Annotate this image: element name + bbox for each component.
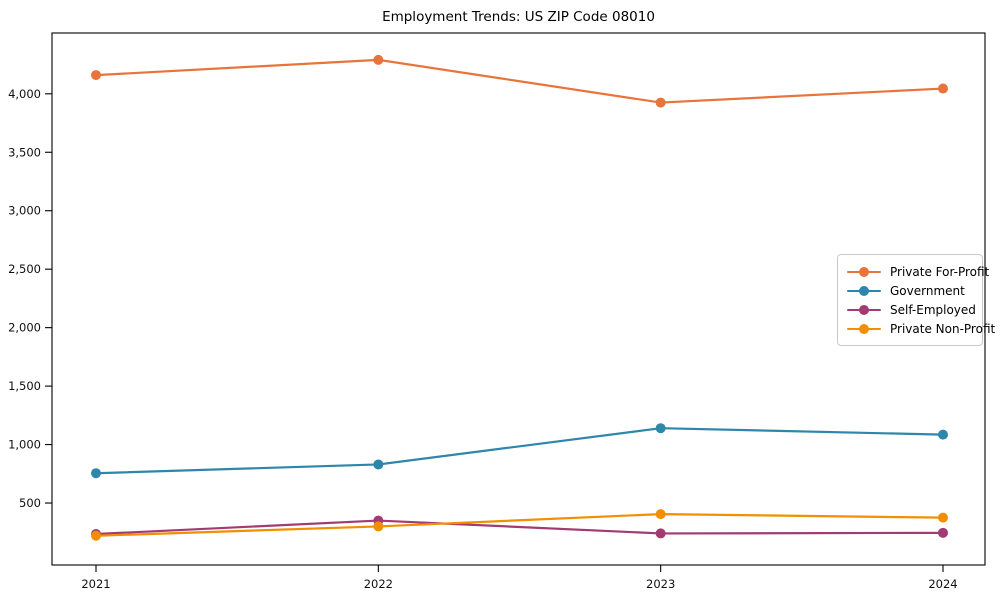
data-point-government xyxy=(938,429,948,440)
x-axis-tick-label: 2024 xyxy=(928,577,957,591)
data-point-private-for-profit xyxy=(91,70,101,81)
y-axis-tick-label: 1,500 xyxy=(8,379,41,393)
y-axis-tick-label: 500 xyxy=(19,496,41,510)
data-point-government xyxy=(655,423,666,434)
x-axis-tick-label: 2022 xyxy=(364,577,393,591)
legend-item-government: Government xyxy=(847,281,973,300)
legend-line-marker-icon xyxy=(847,266,881,277)
data-point-private-for-profit xyxy=(655,97,666,108)
x-axis-tick-label: 2021 xyxy=(81,577,110,591)
series-line-government xyxy=(94,427,945,475)
y-axis-tick-label: 2,000 xyxy=(8,321,41,335)
legend-label: Government xyxy=(890,283,965,298)
legend-label: Private Non-Profit xyxy=(890,321,996,336)
y-axis-tick-label: 3,500 xyxy=(8,145,41,159)
data-point-self-employed xyxy=(938,527,948,538)
data-point-self-employed xyxy=(655,528,666,539)
data-point-private-for-profit xyxy=(373,54,384,65)
legend-item-self-employed: Self-Employed xyxy=(847,300,976,319)
x-axis-tick-label: 2023 xyxy=(646,577,675,591)
data-point-private-for-profit xyxy=(938,83,948,94)
legend-item-private-non-profit: Private Non-Profit xyxy=(847,319,995,338)
y-axis-tick-label: 1,000 xyxy=(8,438,41,452)
data-point-private-non-profit xyxy=(373,521,384,532)
data-point-government xyxy=(373,459,384,470)
y-axis-tick-label: 2,500 xyxy=(8,262,41,276)
legend: Private For-Profit Government Self-Employe… xyxy=(837,254,995,346)
legend-item-private-for-profit: Private For-Profit xyxy=(847,262,989,281)
series-line-private-for-profit xyxy=(94,58,945,104)
data-point-private-non-profit xyxy=(91,530,101,541)
data-point-private-non-profit xyxy=(655,509,666,520)
chart-title: Employment Trends: US ZIP Code 08010 xyxy=(382,9,655,25)
data-point-private-non-profit xyxy=(938,512,948,523)
series-line-self-employed xyxy=(94,519,945,536)
plot-frame xyxy=(51,32,986,566)
data-point-government xyxy=(91,468,101,479)
y-axis-tick-label: 4,000 xyxy=(8,87,41,101)
legend-line-marker-icon xyxy=(847,285,881,296)
legend-line-marker-icon xyxy=(847,323,881,334)
y-axis-tick-label: 3,000 xyxy=(8,204,41,218)
legend-label: Private For-Profit xyxy=(890,264,990,279)
series-line-private-non-profit xyxy=(94,513,945,537)
legend-label: Self-Employed xyxy=(890,302,976,317)
legend-line-marker-icon xyxy=(847,304,881,315)
